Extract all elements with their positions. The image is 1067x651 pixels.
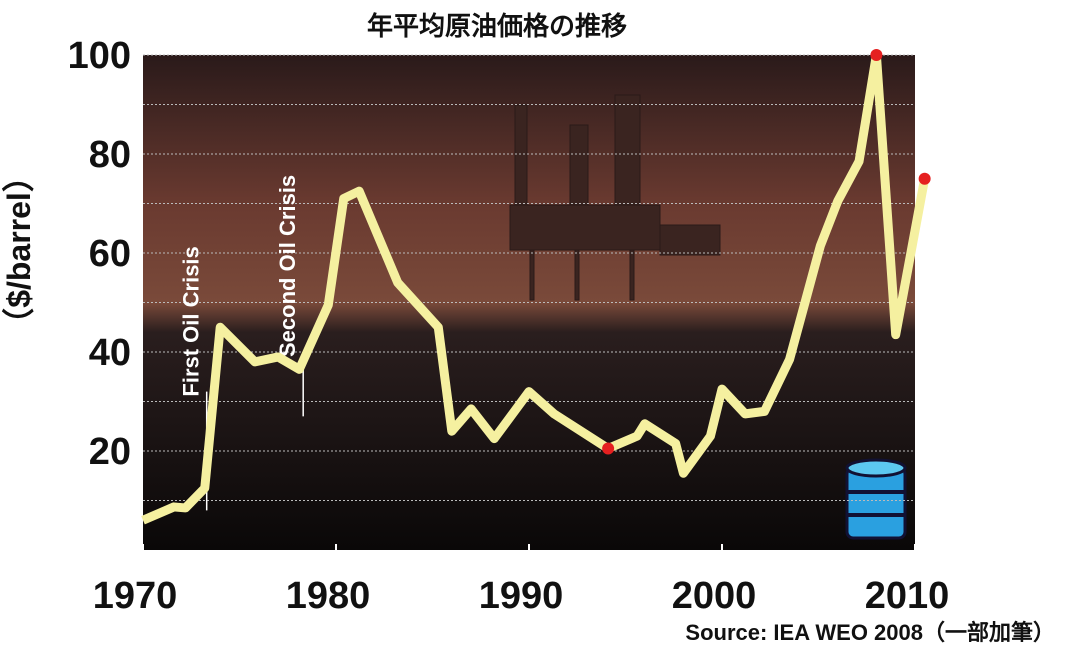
oil-barrel [845, 458, 907, 540]
x-tick-label: 1990 [479, 575, 564, 617]
line [141, 50, 930, 525]
y-tick-label: 20 [89, 431, 131, 473]
y-axis-label: （$/barrel） [1, 160, 37, 340]
highlight-point [602, 442, 615, 455]
annotation: Second Oil Crisis [275, 175, 300, 357]
annotation: First Oil Crisis [179, 246, 204, 396]
x-tick-label: 1980 [286, 575, 371, 617]
x-tick-label: 1970 [93, 575, 178, 617]
y-tick-label: 60 [89, 233, 131, 275]
y-tick-label: 40 [89, 332, 131, 374]
chart-title: 年平均原油価格の推移 [367, 11, 627, 41]
x-tick-label: 2000 [672, 575, 757, 617]
y-tick-label: 80 [89, 134, 131, 176]
x-tick-label: 2010 [865, 575, 950, 617]
source: Source: IEA WEO 2008（一部加筆） [685, 620, 1055, 645]
y-tick-label: 100 [68, 35, 131, 77]
highlight-point [918, 172, 931, 185]
highlight-point [870, 49, 883, 61]
oil-rig [509, 94, 721, 301]
